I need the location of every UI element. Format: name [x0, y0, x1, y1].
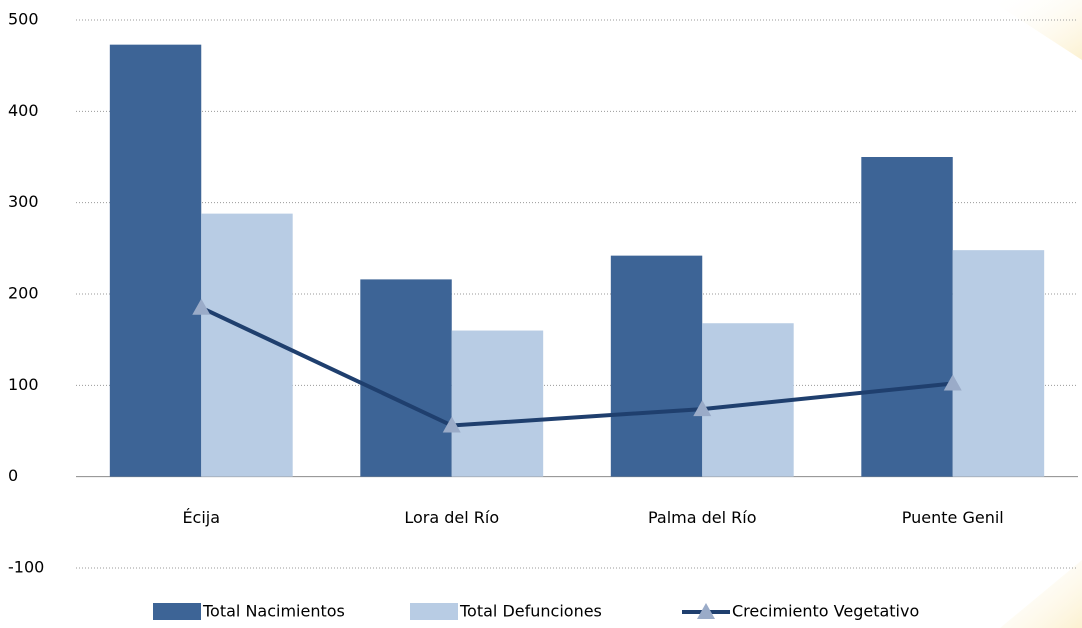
legend-label: Total Defunciones — [459, 602, 602, 621]
legend-marker — [697, 603, 715, 619]
y-tick-label: 0 — [8, 466, 18, 485]
decoration — [990, 0, 1082, 60]
y-tick-label: 100 — [8, 375, 39, 394]
legend-label: Crecimiento Vegetativo — [732, 602, 919, 621]
line-marker — [693, 400, 712, 417]
bar — [861, 157, 953, 477]
plot-area: -100 0 100 200 300 400 500 Écija Lora del Río Pal… — [8, 10, 1078, 577]
line — [200, 305, 953, 428]
y-tick-label: -100 — [8, 558, 44, 577]
line-marker — [943, 374, 962, 391]
legend-label: Total Nacimientos — [202, 602, 345, 621]
x-tick-label: Écija — [182, 508, 220, 527]
bar — [360, 279, 452, 477]
line-marker — [442, 416, 461, 433]
legend: Total Nacimientos Total Defunciones Crecim… — [153, 602, 919, 621]
y-tick-label: 500 — [8, 10, 39, 29]
x-tick-label: Puente Genil — [902, 508, 1004, 527]
bar — [610, 255, 703, 477]
x-tick-label: Palma del Río — [648, 508, 757, 527]
x-tick-label: Lora del Río — [404, 508, 499, 527]
bar — [451, 330, 544, 477]
decoration — [1000, 560, 1082, 628]
line-marker — [192, 298, 211, 315]
y-tick-label: 400 — [8, 101, 39, 120]
y-tick-label: 300 — [8, 192, 39, 211]
legend-swatch — [153, 603, 201, 620]
y-tick-label: 200 — [8, 284, 39, 303]
legend-swatch — [410, 603, 458, 620]
bar — [952, 250, 1045, 477]
bar — [109, 44, 202, 477]
